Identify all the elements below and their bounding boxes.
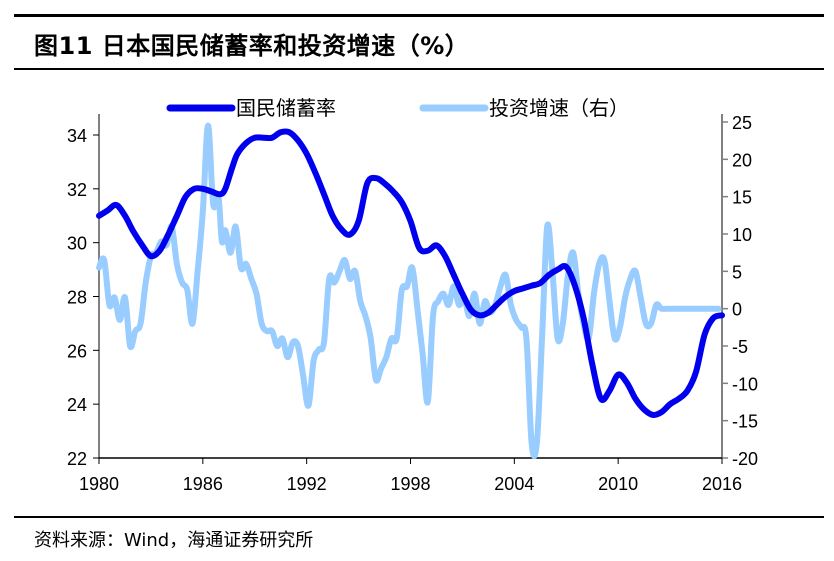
savings-rate-line: [96, 128, 725, 418]
legend-label-savings: 国民储蓄率: [236, 96, 336, 120]
right-tick-label: 25: [732, 113, 752, 133]
title-rule: [14, 68, 824, 70]
left-tick-label: 34: [67, 126, 87, 146]
right-tick-label: -10: [732, 374, 758, 394]
right-tick-label: -15: [732, 412, 758, 432]
investment-growth-line: [96, 122, 722, 460]
right-tick-label: 20: [732, 150, 752, 170]
top-rule: [14, 14, 824, 17]
left-tick-label: 26: [67, 341, 87, 361]
legend: 国民储蓄率 投资增速（右）: [166, 96, 629, 120]
x-tick-label: 1992: [287, 474, 327, 494]
x-tick-label: 1998: [390, 474, 430, 494]
legend-label-investment: 投资增速（右）: [489, 96, 629, 120]
tick-labels: 22 24 26 28 30 32 34 -20 -15 -10 -5 0 5 10 15 20 25 1980 1…: [67, 113, 758, 494]
left-tick-label: 24: [67, 395, 87, 415]
right-tick-label: -5: [732, 337, 748, 357]
x-tick-label: 2016: [702, 474, 742, 494]
right-tick-label: 15: [732, 188, 752, 208]
series-lines: [96, 122, 725, 460]
bottom-rule: [14, 516, 824, 518]
left-tick-label: 32: [67, 180, 87, 200]
x-tick-label: 1980: [79, 474, 119, 494]
right-tick-label: 10: [732, 225, 752, 245]
source-note: 资料来源：Wind，海通证券研究所: [34, 530, 314, 551]
x-tick-label: 2010: [598, 474, 638, 494]
left-tick-label: 28: [67, 288, 87, 308]
right-tick-label: 5: [732, 262, 742, 282]
left-tick-label: 30: [67, 234, 87, 254]
figure-title: 图11 日本国民储蓄率和投资增速（%）: [34, 32, 470, 60]
x-tick-label: 1986: [183, 474, 223, 494]
left-tick-label: 22: [67, 449, 87, 469]
right-tick-label: 0: [732, 300, 742, 320]
axes: [93, 114, 728, 464]
right-tick-label: -20: [732, 449, 758, 469]
x-tick-label: 2004: [494, 474, 534, 494]
chart: 22 24 26 28 30 32 34 -20 -15 -10 -5 0 5 10 15 20 25 1980 1…: [67, 96, 758, 494]
